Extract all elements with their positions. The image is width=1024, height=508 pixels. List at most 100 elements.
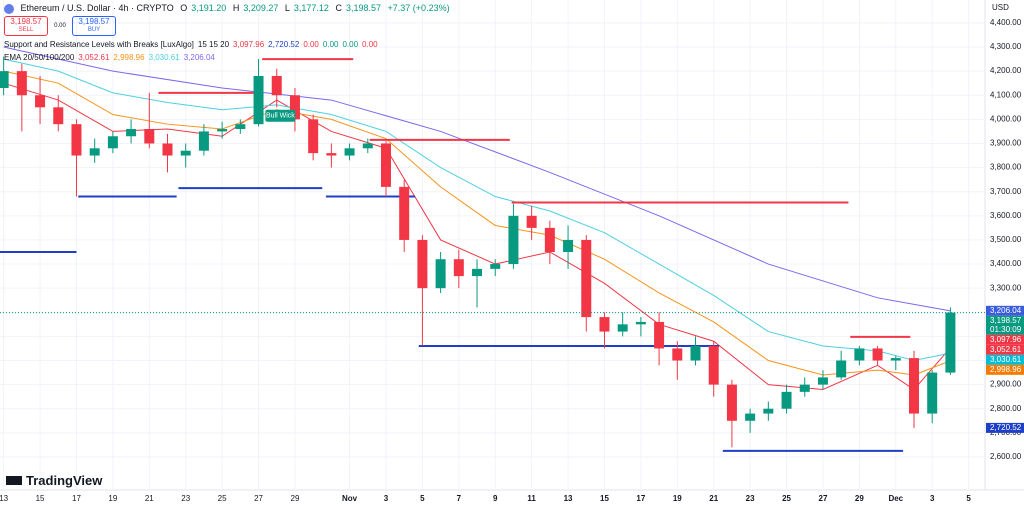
candle-body (362, 143, 373, 149)
candle-body (235, 124, 246, 130)
ema-value: 2,998.96 (113, 53, 145, 62)
price-tag-label: 3,097.96 (990, 335, 1022, 344)
price-tag (986, 334, 1024, 345)
ema-line: EMA 20/50/100/200 3,052.61 2,998.96 3,030.6… (4, 53, 219, 62)
candle-body (271, 75, 282, 96)
sell-button[interactable]: 3,198.57 SELL (4, 16, 48, 36)
indicator-params: 15 15 20 (197, 40, 230, 49)
candle-body (945, 312, 956, 373)
candle-body (745, 413, 756, 421)
candle-body (71, 124, 82, 156)
annotation-text: Bull Wick (266, 113, 295, 120)
price-tag (986, 344, 1024, 355)
candle-body (453, 259, 464, 277)
x-tick-label: 27 (819, 494, 828, 503)
trade-buttons: 3,198.57 SELL 0.00 3,198.57 BUY (4, 16, 116, 36)
candle-body (708, 346, 719, 385)
candle-body (435, 259, 446, 289)
currency: USD (992, 3, 1009, 12)
x-tick-label: 11 (527, 494, 536, 503)
change: +7.37 (+0.23%) (387, 3, 450, 13)
price-tag-label: 3,206.04 (990, 306, 1022, 315)
plot-area (0, 0, 985, 490)
candle-body (0, 71, 9, 89)
x-tick-label: 23 (181, 494, 190, 503)
x-tick-label: 17 (72, 494, 81, 503)
ema-line (3, 70, 951, 376)
price-tag-label: 3,052.61 (990, 345, 1022, 354)
buy-label: BUY (87, 27, 101, 33)
x-tick-label: 17 (636, 494, 645, 503)
spread: 0.00 (54, 23, 66, 29)
candle-body (836, 360, 847, 378)
y-tick-label: 2,600.00 (990, 452, 1022, 461)
indicator-value: 0.00 (322, 40, 339, 49)
y-tick-label: 4,300.00 (990, 42, 1022, 51)
indicator-value: 0.00 (303, 40, 319, 49)
indicator-value: 0.00 (342, 40, 359, 49)
candle-body (799, 384, 810, 392)
x-tick-label: 15 (600, 494, 609, 503)
ema-line (3, 58, 951, 362)
x-tick-label: 3 (930, 494, 935, 503)
price-tag-label: 3,030.61 (990, 355, 1022, 364)
y-tick-label: 3,600.00 (990, 211, 1022, 220)
y-tick-label: 2,800.00 (990, 404, 1022, 413)
y-tick-label: 4,400.00 (990, 18, 1022, 27)
open: 3,191.20 (191, 3, 227, 13)
coin-icon (4, 3, 14, 14)
candle-body (399, 186, 410, 240)
price-tag (986, 305, 1024, 316)
close: 3,198.57 (345, 3, 382, 13)
candle-body (654, 321, 665, 349)
x-tick-label: 25 (218, 494, 227, 503)
indicator-line: Support and Resistance Levels with Break… (4, 40, 382, 49)
ema-line (3, 46, 951, 312)
symbol-title: Ethereum / U.S. Dollar · 4h · CRYPTO (20, 3, 174, 13)
candle-body (253, 75, 264, 125)
buy-button[interactable]: 3,198.57 BUY (72, 16, 116, 36)
indicator-value: 3,097.96 (233, 40, 265, 49)
y-tick-label: 3,300.00 (990, 283, 1022, 292)
price-tag (986, 315, 1024, 335)
price-tag (986, 354, 1024, 365)
price-tag (986, 364, 1024, 375)
candle-body (326, 153, 337, 156)
price-tag (986, 422, 1024, 433)
candle-body (89, 148, 100, 156)
price-tag-label: 2,998.96 (990, 365, 1022, 374)
candle-body (781, 391, 792, 409)
candle-body (908, 358, 919, 414)
x-tick-label: 21 (145, 494, 154, 503)
x-tick-label: 9 (493, 494, 498, 503)
candle-body (217, 129, 228, 132)
high: 3,209.27 (243, 3, 279, 13)
price-tag-label: 3,198.57 (990, 316, 1022, 325)
symbol-line: Ethereum / U.S. Dollar · 4h · CRYPTO O 3,… (4, 3, 454, 14)
x-tick-label: 13 (564, 494, 573, 503)
candle-body (872, 348, 883, 361)
candle-body (544, 227, 555, 252)
candle-body (526, 215, 537, 228)
x-tick-label: 5 (420, 494, 425, 503)
candle-body (617, 324, 628, 332)
x-tick-label: Dec (888, 494, 903, 503)
x-tick-label: 13 (0, 494, 9, 503)
candle-body (854, 348, 865, 361)
ema-value: 3,206.04 (183, 53, 215, 62)
y-tick-label: 4,100.00 (990, 90, 1022, 99)
o-label: O (180, 3, 188, 13)
x-tick-label: 5 (966, 494, 971, 503)
candle-body (180, 150, 191, 156)
candle-body (763, 408, 774, 414)
candle-body (690, 346, 701, 361)
brand-icon (6, 476, 22, 485)
low: 3,177.12 (293, 3, 329, 13)
brand-name: TradingView (26, 473, 103, 488)
candle-body (198, 131, 209, 151)
sell-label: SELL (18, 27, 34, 33)
y-tick-label: 3,400.00 (990, 259, 1022, 268)
indicator-value: 2,720.52 (268, 40, 300, 49)
